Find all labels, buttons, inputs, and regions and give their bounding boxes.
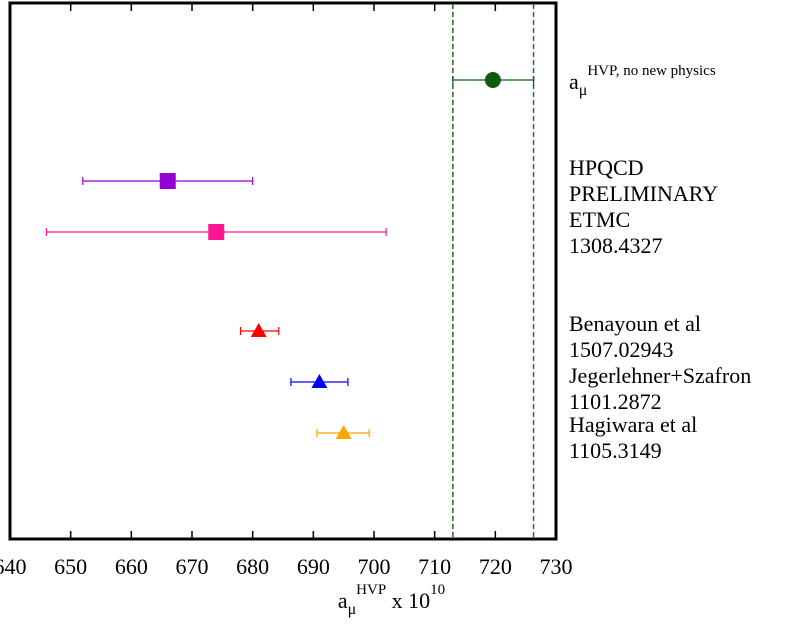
label-hagiwara-ref: 1105.3149 [569,438,662,463]
x-tick-label-650: 650 [54,554,87,579]
plot-frame [8,1,558,541]
label-jegerlehner: Jegerlehner+Szafron [569,363,752,388]
data-point-2 [208,224,225,240]
data-point-1 [159,173,176,189]
label-hagiwara: Hagiwara et al [569,412,698,437]
label-hpqcd: HPQCD [569,155,644,180]
x-tick-label-660: 660 [115,554,148,579]
x-tick-label-710: 710 [418,554,451,579]
x-tick-label-640: 640 [0,554,27,579]
data-point-0 [484,72,501,88]
x-tick-label-680: 680 [236,554,269,579]
data-point-4 [311,374,328,388]
label-etmc: ETMC [569,207,631,232]
x-tick-label-690: 690 [297,554,330,579]
data-point-3 [250,323,267,337]
label-no-new-physics: aμHVP, no new physics [569,63,716,99]
label-preliminary: PRELIMINARY [569,181,719,206]
x-tick-label-700: 700 [358,554,391,579]
label-etmc-ref: 1308.4327 [569,233,663,258]
x-tick-label-720: 720 [479,554,512,579]
label-jegerlehner-ref: 1101.2872 [569,389,662,414]
x-tick-label-670: 670 [176,554,209,579]
x-axis-label: aμHVP x 1010 [337,582,446,618]
label-benayoun: Benayoun et al [569,311,701,336]
label-benayoun-ref: 1507.02943 [569,337,674,362]
x-tick-label-730: 730 [540,554,573,579]
data-point-5 [335,425,352,439]
